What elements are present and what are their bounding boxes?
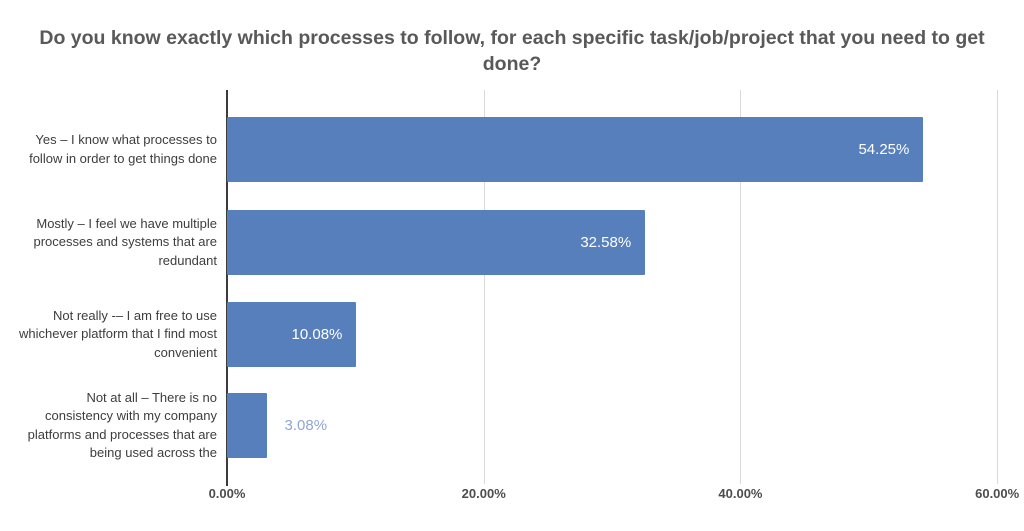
value-label: 54.25% (858, 141, 910, 158)
x-tick-label: 20.00% (461, 486, 506, 501)
value-label: 32.58% (580, 234, 632, 251)
bar: 54.25% (227, 117, 924, 182)
bar-row: Yes – I know what processes to follow in… (29, 117, 1010, 182)
category-label: Not at all – There is no consistency wit… (27, 389, 217, 460)
x-tick-label: 40.00% (718, 486, 763, 501)
value-label: 3.08% (284, 417, 328, 434)
value-label: 10.08% (291, 326, 343, 343)
gridline (483, 90, 485, 484)
bar: 10.08% (227, 302, 357, 367)
y-axis-line (226, 90, 228, 486)
plot-area: Yes – I know what processes to follow in… (19, 90, 1010, 486)
category-label: Not really -– I am free to use whichever… (19, 307, 217, 360)
bar: 3.08% (227, 393, 327, 458)
bar: 32.58% (227, 210, 646, 275)
bar-row: Not really -– I am free to use whichever… (19, 302, 1010, 367)
gridline (997, 90, 999, 484)
category-label: Mostly – I feel we have multiple process… (33, 215, 217, 268)
gridline (740, 90, 742, 484)
x-axis: 0.00% 20.00% 40.00% 60.00% (209, 486, 1020, 506)
chart-title: Do you know exactly which processes to f… (39, 27, 985, 75)
bar-row: Not at all – There is no consistency wit… (28, 390, 1010, 460)
bar-row: Mostly – I feel we have multiple process… (33, 210, 1010, 275)
x-tick-label: 60.00% (975, 486, 1020, 501)
category-label: Yes – I know what processes to follow in… (29, 132, 217, 166)
x-tick-label: 0.00% (208, 486, 246, 501)
